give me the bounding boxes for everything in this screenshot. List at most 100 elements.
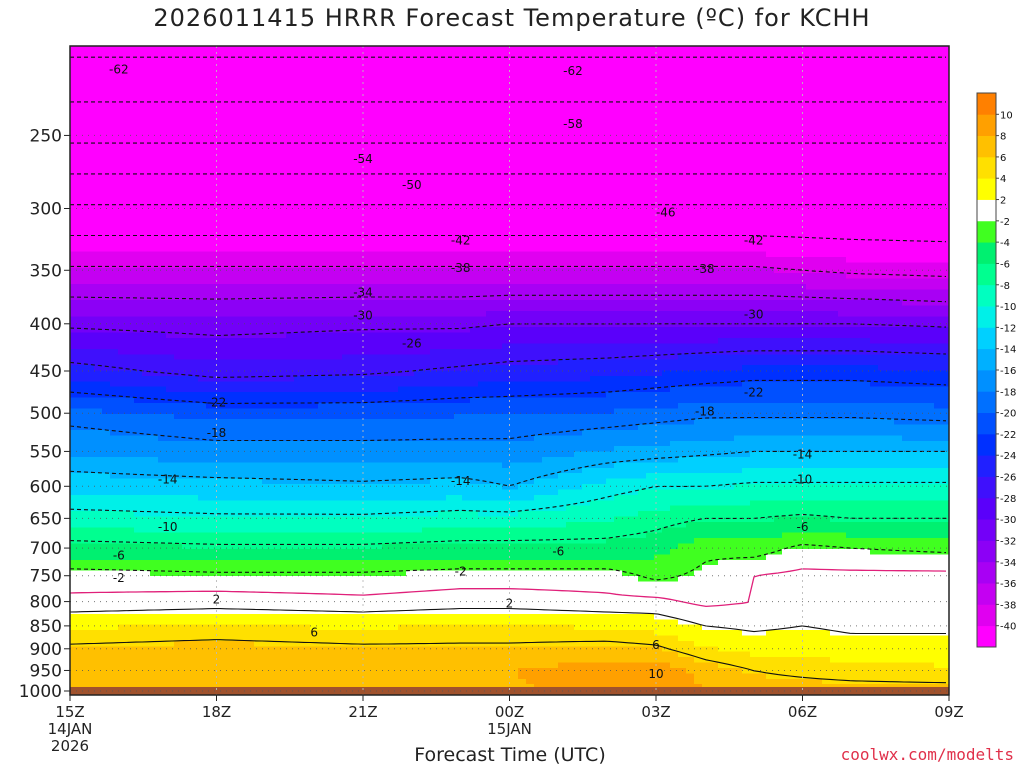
y-tick-label: 950 (30, 661, 62, 681)
colorbar-label: -30 (1000, 515, 1016, 526)
ground-fill (70, 686, 949, 695)
field-column (302, 46, 311, 695)
contour-label: -2 (113, 571, 125, 585)
contour-label: -14 (793, 447, 813, 461)
field-column (830, 46, 839, 695)
field-column (494, 46, 503, 695)
colorbar-segment (977, 242, 996, 264)
field-column (926, 46, 935, 695)
y-tick-label: 400 (30, 315, 62, 335)
colorbar-label: -12 (1000, 323, 1016, 334)
y-tick-label: 900 (30, 640, 62, 660)
isotherm-line (70, 639, 947, 684)
colorbar-label: -34 (1000, 558, 1016, 569)
colorbar-label: -16 (1000, 366, 1016, 377)
colorbar-segment (977, 93, 996, 115)
field-column (790, 46, 799, 695)
field-column (478, 46, 487, 695)
colorbar-label: -4 (1000, 238, 1010, 249)
contour-label: 6 (310, 625, 318, 639)
site-credit: coolwx.com/modelts (840, 745, 1014, 764)
contour-label: -6 (552, 544, 564, 558)
contour-label: -38 (451, 261, 471, 275)
colorbar-segment (977, 199, 996, 222)
field-column (934, 46, 943, 695)
colorbar-segment (977, 284, 996, 307)
field-column (718, 46, 727, 695)
y-tick-label: 650 (30, 509, 62, 529)
field-column (670, 46, 679, 695)
colorbar-segment (977, 263, 996, 286)
contour-label: -62 (109, 62, 129, 76)
contour-label: -22 (744, 386, 764, 400)
colorbar-segment (977, 114, 996, 137)
contour-label: -46 (656, 205, 676, 219)
field-column (430, 46, 439, 695)
field-column (230, 46, 239, 695)
x-tick-label: 03Z (641, 703, 670, 721)
field-column (446, 46, 455, 695)
y-tick-label: 500 (30, 404, 62, 424)
colorbar-label: -36 (1000, 579, 1016, 590)
field-column (326, 46, 335, 695)
field-column (942, 46, 949, 695)
colorbar-label: -8 (1000, 281, 1010, 292)
field-column (566, 46, 575, 695)
isotherm-contours (70, 56, 947, 684)
field-column (94, 46, 103, 695)
y-tick-label: 800 (30, 593, 62, 613)
colorbar-segment (977, 433, 996, 456)
x-tick-label: 15JAN (487, 720, 532, 738)
contour-label: 6 (652, 638, 660, 652)
y-tick-label: 1000 (19, 682, 62, 702)
field-column (262, 46, 271, 695)
contour-label: -42 (451, 234, 471, 248)
colorbar-label: 6 (1000, 153, 1006, 164)
field-column (694, 46, 703, 695)
y-tick-label: 700 (30, 539, 62, 559)
colorbar-segment (977, 178, 996, 200)
colorbar-label: -22 (1000, 430, 1016, 441)
x-tick-label: 14JAN (48, 720, 93, 738)
x-tick-label: 2026 (51, 737, 89, 755)
field-column (374, 46, 383, 695)
isotherm-line (70, 350, 947, 378)
colorbar-segment (977, 625, 996, 648)
x-tick-label: 09Z (934, 703, 963, 721)
colorbar-label: -14 (1000, 345, 1016, 356)
field-column (518, 46, 527, 695)
colorbar-label: -24 (1000, 451, 1016, 462)
field-column (806, 46, 815, 695)
field-column (454, 46, 463, 695)
colorbar-segment (977, 561, 996, 584)
field-column (646, 46, 655, 695)
field-column (622, 46, 631, 695)
field-column (854, 46, 863, 695)
isotherm-line (70, 294, 947, 303)
field-column (406, 46, 415, 695)
contour-label: -10 (158, 520, 178, 534)
contour-labels: -62 -62-58-54-50-46-42 -42-38 -38-34-30 -30-… (109, 62, 813, 680)
colorbar-segment (977, 391, 996, 414)
field-column (526, 46, 535, 695)
colorbar-segment (977, 455, 996, 477)
field-column (142, 46, 151, 695)
field-column (590, 46, 599, 695)
field-column (398, 46, 407, 695)
isotherm-line (70, 234, 947, 243)
colorbar-label: -6 (1000, 259, 1010, 270)
colorbar-label: 10 (1000, 110, 1013, 121)
y-tick-label: 300 (30, 199, 62, 219)
y-tick-label: 750 (30, 567, 62, 587)
colorbar-label: -28 (1000, 494, 1016, 505)
field-column (206, 46, 215, 695)
colorbar-segment (977, 604, 996, 627)
field-column (598, 46, 607, 695)
colorbar-label: -2 (1000, 217, 1010, 228)
colorbar-segment (977, 220, 996, 243)
field-column (878, 46, 887, 695)
ground-layer (70, 686, 949, 695)
field-column (310, 46, 319, 695)
colorbar-label: -32 (1000, 536, 1016, 547)
field-column (134, 46, 143, 695)
